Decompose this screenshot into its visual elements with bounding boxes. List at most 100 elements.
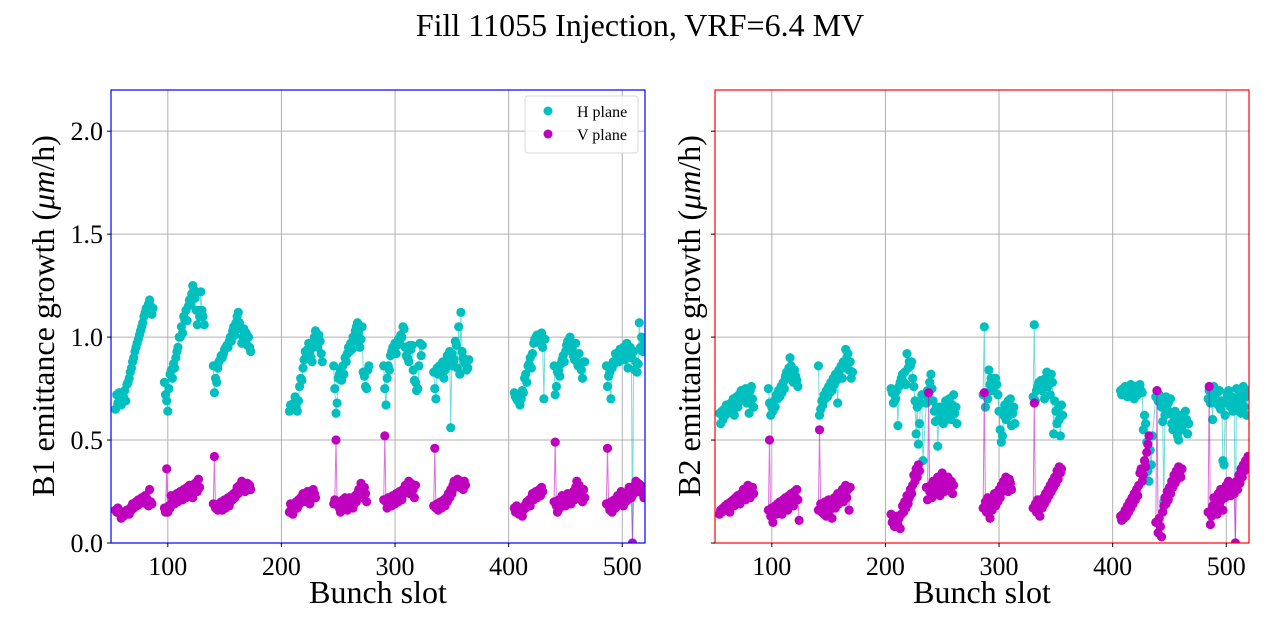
b2-v-plane-point xyxy=(1218,505,1228,515)
b2-h-plane-point xyxy=(913,439,924,449)
b2-v-plane-point xyxy=(1142,447,1152,457)
b1-h-plane-point xyxy=(243,332,254,342)
b1-h-plane-point xyxy=(315,336,325,346)
b2-v-plane-point xyxy=(844,505,854,515)
b2-h-plane-point xyxy=(1050,396,1060,406)
b1-h-plane-point xyxy=(357,322,367,332)
b2-v-plane-point xyxy=(827,513,837,523)
b1-x-tick-label: 200 xyxy=(262,552,301,581)
b2-h-plane-point xyxy=(1208,414,1218,425)
b1-h-plane-point xyxy=(463,363,473,373)
b2-h-plane-point xyxy=(1239,402,1249,412)
legend: H plane V plane xyxy=(524,95,639,154)
b1-h-plane-point xyxy=(332,398,342,408)
b2-h-plane-point xyxy=(1137,388,1147,398)
b2-h-plane-point xyxy=(997,431,1008,441)
b1-h-plane-point xyxy=(576,365,587,375)
b1-x-ticks: 100 200 300 400 500 xyxy=(148,543,642,581)
b2-h-plane-point xyxy=(979,322,989,332)
b2-h-plane-point xyxy=(902,349,912,359)
b2-h-plane-point xyxy=(1183,429,1193,439)
b1-h-plane-point xyxy=(316,349,326,359)
b2-v-plane-point xyxy=(794,515,804,526)
b2-v-plane-point xyxy=(1141,462,1151,472)
b2-h-plane-point xyxy=(1029,320,1039,330)
b2-h-plane-point xyxy=(891,394,901,404)
b2-v-plane-point xyxy=(842,493,852,503)
b2-v-plane-point xyxy=(947,489,958,499)
b2-h-plane-point xyxy=(914,419,925,429)
b2-h-plane-point xyxy=(926,369,936,379)
figure-title: Fill 11055 Injection, VRF=6.4 MV xyxy=(416,7,864,43)
b2-v-plane-point xyxy=(1205,519,1215,530)
b1-h-plane-point xyxy=(638,346,645,357)
b2-h-plane-point xyxy=(1055,431,1065,441)
b1-h-plane-point xyxy=(190,293,200,303)
b1-plot-panel: 100 200 300 400 500 0.0 0.5 1.0 1.5 2.0 Bunch sl… xyxy=(25,89,646,610)
b1-h-plane-point xyxy=(164,384,174,394)
b1-h-plane-point xyxy=(162,396,172,406)
b1-v-plane-point xyxy=(331,435,341,445)
b1-v-plane-point xyxy=(145,484,155,495)
b1-h-plane-point xyxy=(522,377,532,387)
b2-h-plane-point xyxy=(1242,410,1249,420)
b1-v-plane-point xyxy=(360,489,371,499)
b1-h-plane-point xyxy=(178,328,188,338)
b1-v-plane-point xyxy=(195,482,205,492)
b2-h-plane-point xyxy=(1166,394,1176,404)
b1-h-plane-point xyxy=(199,320,209,330)
b2-h-plane-point xyxy=(893,421,903,431)
b2-y-axis-label: B2 emittance growth (μm/h) xyxy=(671,135,707,497)
b1-h-plane-point xyxy=(634,318,644,328)
b1-h-plane-point xyxy=(209,388,219,398)
b2-v-plane-point xyxy=(814,425,825,435)
b1-h-plane-point xyxy=(298,363,308,373)
legend-label-v-plane: V plane xyxy=(577,127,627,144)
b2-h-plane-point xyxy=(749,402,759,412)
b1-v-plane-point xyxy=(310,493,321,503)
b2-v-plane-point xyxy=(924,388,934,398)
b1-h-plane-point xyxy=(121,396,131,406)
b2-v-plane-point xyxy=(895,524,905,534)
b1-h-plane-point xyxy=(633,359,643,369)
b2-v-plane-point xyxy=(1029,398,1039,408)
b1-h-plane-point xyxy=(246,346,256,357)
b1-x-tick-label: 100 xyxy=(148,552,187,581)
b1-h-plane-point xyxy=(329,361,339,371)
b2-h-plane-point xyxy=(1219,460,1229,470)
b1-y-axis-label: B1 emittance growth (μm/h) xyxy=(25,135,61,497)
b1-h-plane-point xyxy=(571,338,581,348)
b2-h-plane-point xyxy=(845,357,855,367)
b2-h-plane-point xyxy=(992,379,1002,390)
b1-v-plane-point xyxy=(162,464,172,474)
b2-h-plane-point xyxy=(949,390,959,400)
b1-h-plane-point xyxy=(297,375,307,385)
b2-h-plane-point xyxy=(1214,386,1225,396)
b1-h-plane-point xyxy=(540,334,550,344)
b1-v-plane-point xyxy=(147,499,157,509)
b1-h-plane-point xyxy=(381,400,391,410)
b2-h-plane-point xyxy=(729,410,739,420)
b1-series-group xyxy=(111,281,645,543)
b1-h-plane-point xyxy=(455,369,465,379)
b2-v-plane-point xyxy=(914,466,925,476)
b1-x-axis-label: Bunch slot xyxy=(309,574,447,610)
b1-v-plane-point xyxy=(550,437,560,447)
b1-h-plane-point xyxy=(307,357,317,367)
b2-x-axis-label: Bunch slot xyxy=(913,574,1051,610)
b1-h-plane-point xyxy=(431,394,441,404)
b2-h-plane-point xyxy=(980,402,991,412)
b2-h-plane-point xyxy=(837,373,847,383)
b1-h-plane-point xyxy=(148,303,158,313)
b1-y-tick-label: 0.0 xyxy=(71,529,104,558)
b2-h-plane-point xyxy=(1243,386,1249,396)
b1-h-plane-point xyxy=(521,369,531,379)
b2-x-tick-label: 300 xyxy=(980,552,1019,581)
b2-v-plane-point xyxy=(1242,462,1249,472)
b1-h-plane-point xyxy=(182,316,192,326)
b2-h-plane-point xyxy=(770,402,780,412)
b1-h-plane-point xyxy=(430,384,440,394)
b1-h-plane-point xyxy=(407,340,417,350)
b1-h-plane-point xyxy=(577,373,588,383)
b2-v-plane-point xyxy=(1133,491,1143,501)
